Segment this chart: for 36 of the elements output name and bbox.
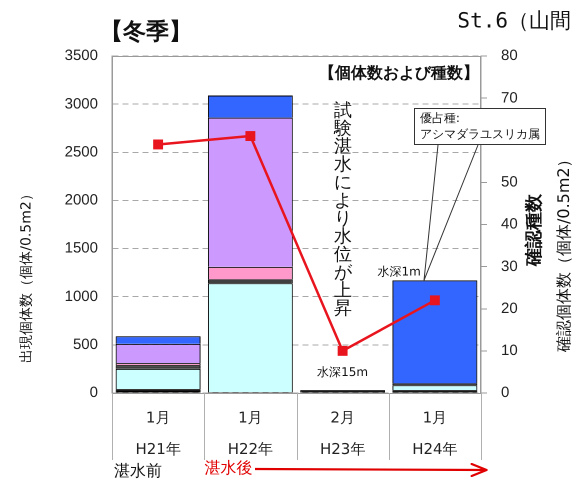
y2-tick-label: 50 (501, 174, 518, 191)
text: 試験湛水により水位が上昇 (334, 100, 352, 319)
x-tick-label: 1月 H24年 (412, 408, 458, 458)
point (430, 295, 440, 306)
annotation: 【個体数および種数】 (319, 63, 479, 82)
y-tick-label: 2000 (64, 192, 98, 209)
y2-tick-label: 40 (501, 216, 518, 233)
chart-subtitle: St.6（山間 (457, 8, 571, 32)
annotation: 水深15m (317, 365, 368, 380)
x-tick-label: 2月 H23年 (320, 408, 366, 458)
point (245, 131, 256, 141)
y2-axis-title: 確認種数 (524, 193, 545, 267)
y2-tick-label: 20 (501, 300, 518, 317)
y-tick-label: 3000 (64, 95, 98, 112)
y-tick-label: 1000 (64, 288, 98, 305)
y-tick-label: 3500 (64, 47, 98, 64)
y2-tick-label: 10 (501, 342, 518, 360)
y2-tick-label: 70 (501, 89, 518, 106)
y2-tick-label: 0 (501, 384, 510, 402)
text: 湛水前 (114, 461, 162, 480)
text: 湛水後 (204, 458, 252, 478)
point (153, 140, 164, 150)
point (338, 346, 348, 356)
y-tick-label: 500 (72, 336, 98, 353)
y2-tick-label: 80 (501, 47, 518, 64)
y-tick-label: 2500 (64, 143, 98, 160)
annotation: 水深1m (378, 264, 421, 278)
y-tick-label: 1500 (64, 240, 98, 257)
annotation: 優占種: アシマダラユスリカ属 (414, 108, 546, 146)
text: 確認個体数（個体/0.5m2） (554, 151, 574, 353)
y-axis-title: 出現個体数（個体/0.5m2） (18, 187, 35, 363)
y2-tick-label: 30 (501, 258, 518, 275)
y-tick-label: 0 (90, 384, 98, 402)
x-tick-label: 1月 H21年 (135, 408, 181, 458)
x-tick-label: 1月 H22年 (228, 408, 274, 458)
chart-title: 【冬季】 (100, 18, 192, 45)
